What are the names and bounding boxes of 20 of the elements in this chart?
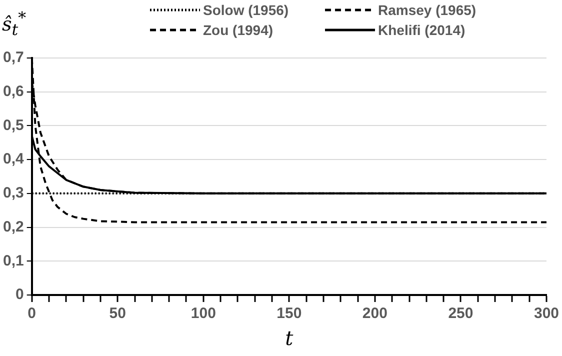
y-tick-label: 0,6 xyxy=(2,83,24,100)
y-tick-label: 0,2 xyxy=(2,218,24,236)
y-tick-label: 0 xyxy=(16,286,24,304)
x-tick-label: 0 xyxy=(28,305,36,322)
y-tick-label: 0,3 xyxy=(2,184,24,202)
y-tick-label: 0,4 xyxy=(2,150,24,168)
x-tick-label: 200 xyxy=(362,305,388,322)
x-tick-label: 150 xyxy=(276,305,302,322)
x-tick-label: 300 xyxy=(534,305,559,322)
legend-label: Ramsey (1965) xyxy=(378,2,476,18)
y-tick-label: 0,7 xyxy=(2,49,24,66)
y-tick-label: 0,5 xyxy=(2,116,24,134)
y-tick-label: 0,1 xyxy=(2,252,24,270)
x-tick-label: 50 xyxy=(109,305,126,322)
x-axis-title: t xyxy=(285,326,294,350)
legend-label: Zou (1994) xyxy=(203,22,274,38)
x-tick-label: 100 xyxy=(190,305,216,322)
legend-label: Khelifi (2014) xyxy=(378,22,466,38)
x-tick-label: 250 xyxy=(448,305,474,322)
legend-label: Solow (1956) xyxy=(203,2,289,18)
